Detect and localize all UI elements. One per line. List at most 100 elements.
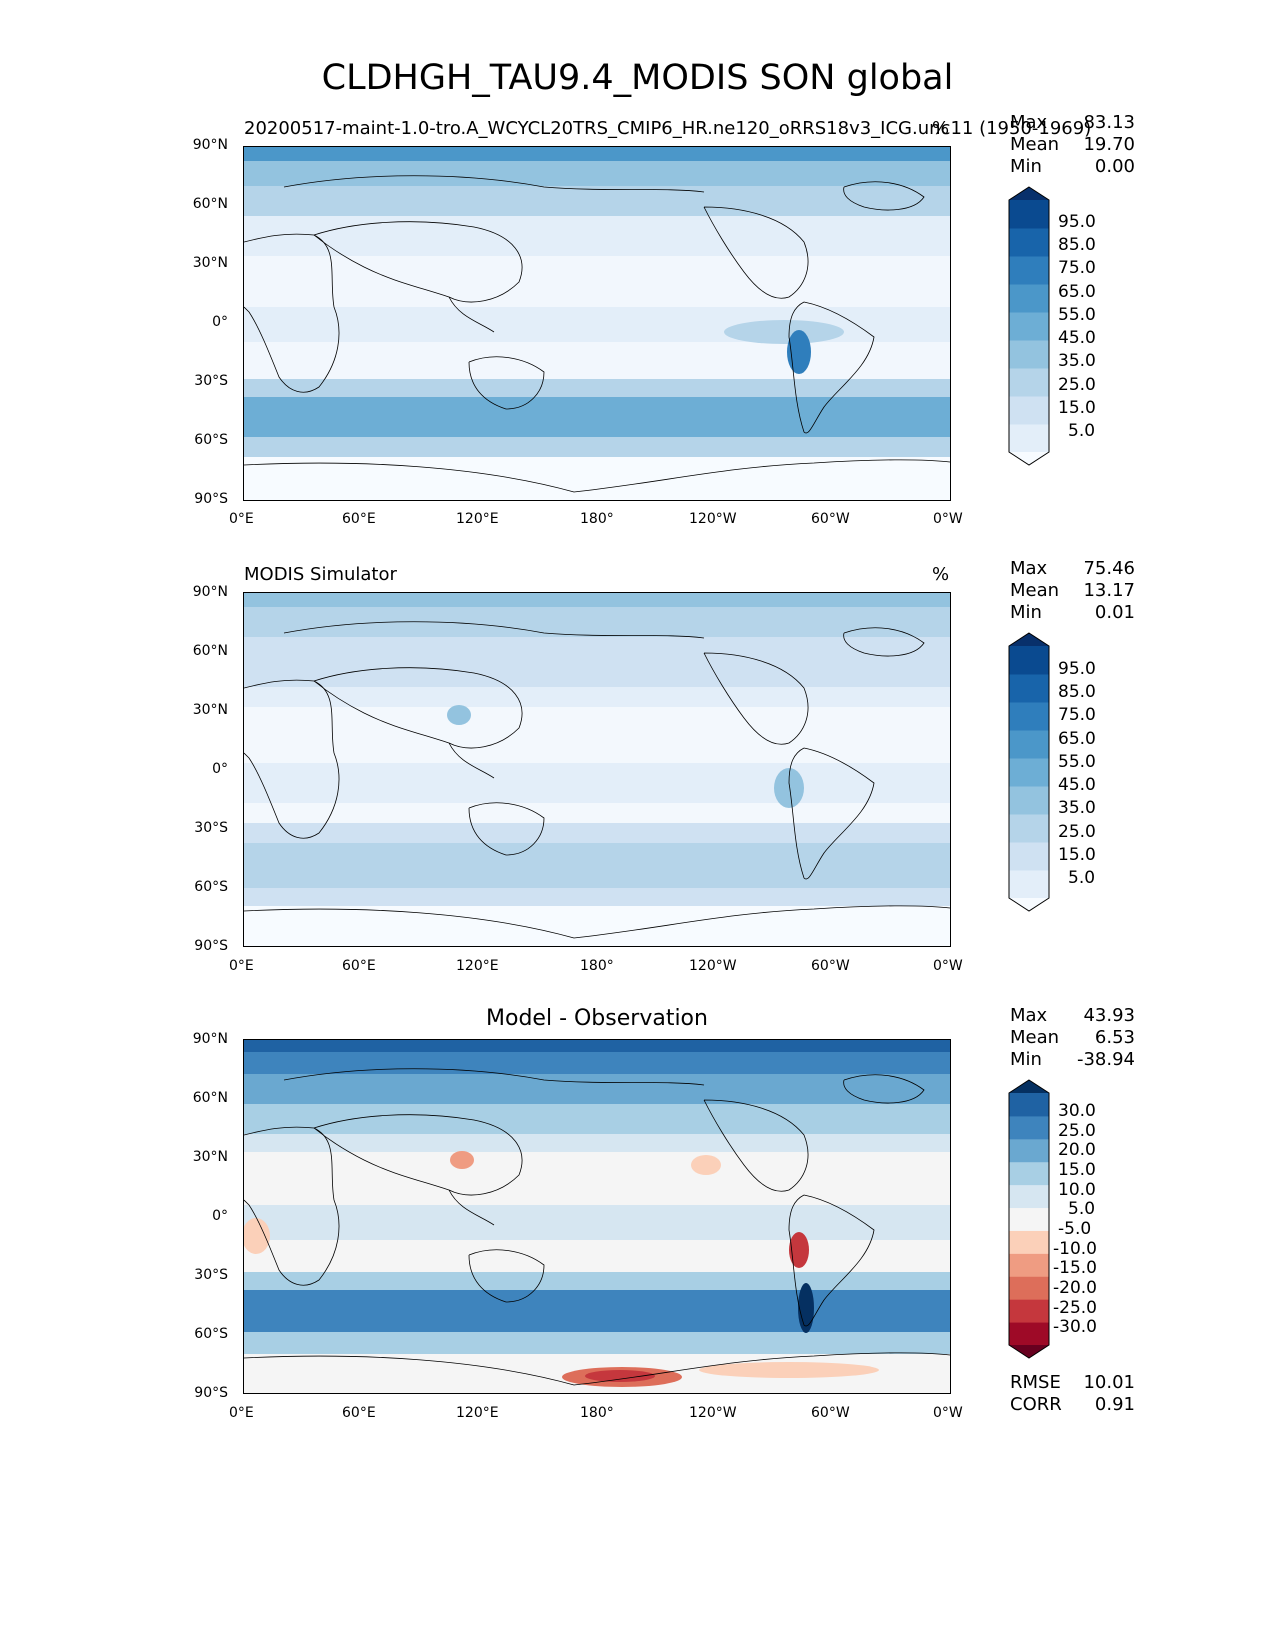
colorbar-label: 85.0: [1058, 235, 1096, 255]
stat-label: Mean: [1010, 1027, 1060, 1048]
colorbar-segment: [1009, 200, 1049, 229]
lon-tick: 120°E: [456, 511, 499, 527]
colorbar-segment: [1009, 1161, 1049, 1186]
lon-tick: 120°W: [689, 1405, 737, 1421]
colorbar-label: 15.0: [1058, 845, 1096, 865]
stat-label: Min: [1010, 1049, 1042, 1070]
colorbar-segment: [1009, 702, 1049, 731]
stat-value: -38.94: [1076, 1049, 1135, 1070]
colorbar-segment: [1009, 758, 1049, 787]
lon-tick: 120°E: [456, 958, 499, 974]
colorbar-label: 95.0: [1058, 659, 1096, 679]
colorbar-extend-max: [1009, 1080, 1049, 1093]
lat-tick: 60°N: [192, 643, 228, 659]
colorbar-label: 45.0: [1058, 775, 1096, 795]
lat-tick: 0°: [212, 1208, 228, 1224]
colorbar-label: 95.0: [1058, 212, 1096, 232]
lat-tick: 90°S: [194, 1385, 228, 1401]
colorbar-label: 25.0: [1058, 1121, 1096, 1141]
colorbar-label: 65.0: [1058, 729, 1096, 749]
lon-tick: 120°W: [689, 511, 737, 527]
stat-value: 19.70: [1083, 134, 1135, 155]
colorbar-outline: [1008, 186, 1050, 466]
colorbar-segment: [1009, 1322, 1049, 1346]
lon-tick: 120°E: [456, 1405, 499, 1421]
colorbar-label: 20.0: [1058, 1140, 1096, 1160]
stat-value: 6.53: [1094, 1027, 1135, 1048]
colorbar-label: 75.0: [1058, 705, 1096, 725]
lat-tick: 30°N: [192, 1149, 228, 1165]
lon-tick: 0°E: [229, 511, 254, 527]
colorbar-segment: [1009, 870, 1049, 899]
colorbar-extend-min: [1009, 1345, 1049, 1358]
panel-3-footer-stats: RMSE 10.01 CORR 0.91: [1010, 1372, 1135, 1416]
lat-tick: 90°S: [194, 491, 228, 507]
colorbar-segment: [1009, 1115, 1049, 1140]
stat-label: CORR: [1010, 1394, 1062, 1415]
colorbar-segment: [1009, 396, 1049, 425]
colorbar-extend-min: [1009, 898, 1049, 911]
figure-title: CLDHGH_TAU9.4_MODIS SON global: [321, 58, 954, 98]
stat-label: Max: [1010, 112, 1048, 133]
panel-1-stats: Max 83.13 Mean 19.70 Min 0.00: [1010, 112, 1135, 178]
stat-value: 0.00: [1094, 156, 1135, 177]
colorbar-extend-max: [1009, 633, 1049, 646]
stat-label: Mean: [1010, 134, 1060, 155]
colorbar-label: 5.0: [1068, 421, 1096, 441]
stat-value: 75.46: [1083, 558, 1135, 579]
colorbar-label: 35.0: [1058, 351, 1096, 371]
colorbar-segment: [1009, 1207, 1049, 1231]
colorbar-label: 85.0: [1058, 682, 1096, 702]
lon-tick: 60°W: [811, 511, 850, 527]
stat-value: 0.91: [1094, 1394, 1135, 1415]
colorbar-segment: [1009, 256, 1049, 285]
colorbar-label: 75.0: [1058, 258, 1096, 278]
colorbar-segment: [1009, 228, 1049, 257]
panel-3-center-title: Model - Observation: [486, 1006, 708, 1031]
colorbar-segment: [1009, 424, 1049, 453]
colorbar-segment: [1009, 1093, 1049, 1117]
colorbar-label: 65.0: [1058, 282, 1096, 302]
colorbar-segment: [1009, 1253, 1049, 1277]
stat-value: 83.13: [1083, 112, 1135, 133]
stat-value: 0.01: [1094, 602, 1135, 623]
colorbar-label: 15.0: [1058, 398, 1096, 418]
panel-2-stats: Max 75.46 Mean 13.17 Min 0.01: [1010, 558, 1135, 624]
lat-tick: 60°S: [194, 1326, 228, 1342]
colorbar-segment: [1009, 1184, 1049, 1209]
panel-3-stats: Max 43.93 Mean 6.53 Min -38.94: [1010, 1005, 1135, 1071]
colorbar-label: 55.0: [1058, 305, 1096, 325]
lat-tick: 90°N: [192, 137, 228, 153]
stat-label: RMSE: [1010, 1372, 1061, 1393]
lon-tick: 60°E: [342, 1405, 376, 1421]
colorbar-label: -15.0: [1053, 1258, 1097, 1278]
lon-tick: 180°: [580, 1405, 614, 1421]
colorbar-label: 5.0: [1068, 1199, 1096, 1219]
lon-tick: 0°W: [933, 958, 963, 974]
panel-3-map: [243, 1039, 951, 1394]
colorbar-segment: [1009, 368, 1049, 397]
stat-label: Min: [1010, 602, 1042, 623]
colorbar-label: 45.0: [1058, 328, 1096, 348]
colorbar-label: -10.0: [1053, 1239, 1097, 1259]
lat-tick: 90°N: [192, 584, 228, 600]
lon-tick: 60°E: [342, 958, 376, 974]
lat-tick: 60°N: [192, 1090, 228, 1106]
colorbar-segment: [1009, 674, 1049, 703]
colorbar-segment: [1009, 786, 1049, 815]
lat-tick: 60°N: [192, 196, 228, 212]
colorbar-label: 35.0: [1058, 798, 1096, 818]
colorbar-label: 55.0: [1058, 752, 1096, 772]
colorbar-segment: [1009, 730, 1049, 759]
lon-tick: 0°W: [933, 1405, 963, 1421]
lat-tick: 60°S: [194, 432, 228, 448]
colorbar-label: 10.0: [1058, 1180, 1096, 1200]
lon-tick: 180°: [580, 511, 614, 527]
colorbar-label: -20.0: [1053, 1278, 1097, 1298]
stat-label: Max: [1010, 1005, 1048, 1026]
colorbar-label: -30.0: [1053, 1317, 1097, 1337]
lat-tick: 90°S: [194, 938, 228, 954]
lat-tick: 30°S: [194, 820, 228, 836]
colorbar-outline: [1008, 632, 1050, 912]
lat-tick: 30°S: [194, 373, 228, 389]
